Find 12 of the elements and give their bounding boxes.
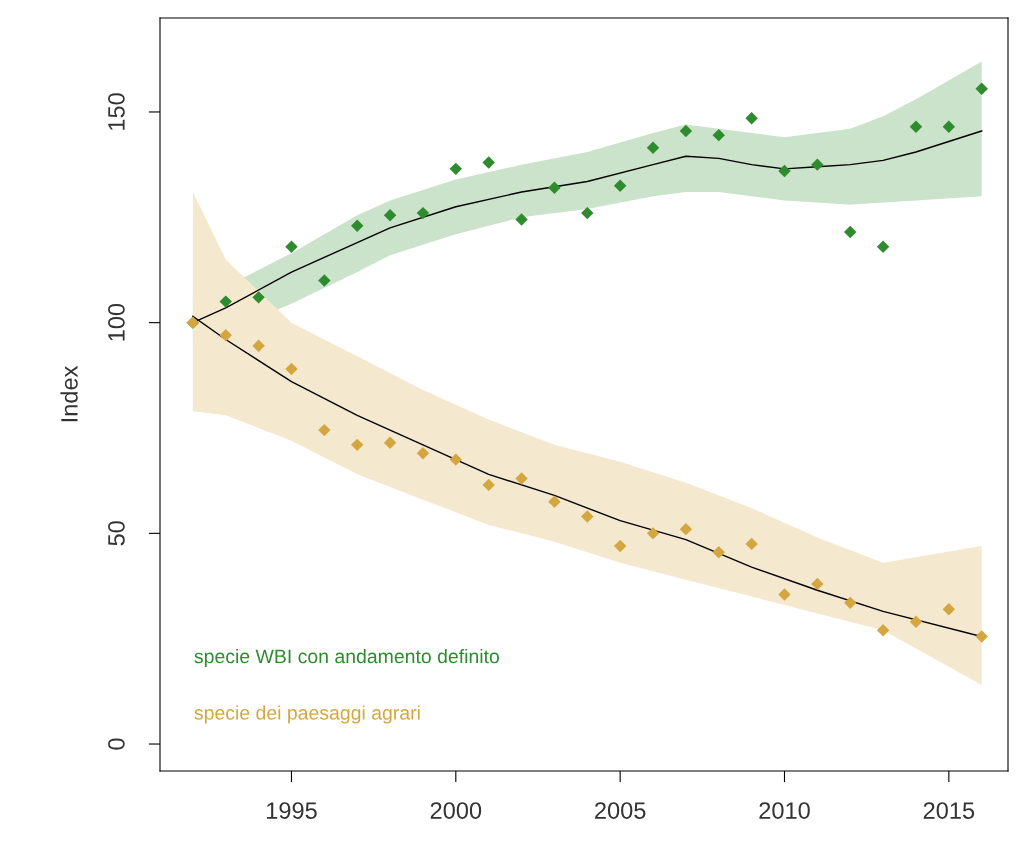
y-tick-label: 100 <box>108 303 125 341</box>
text: specie dei paesaggi agrari <box>194 705 420 724</box>
y-tick-label: 150 <box>108 93 125 130</box>
x-tick-label: 2000 <box>430 802 482 819</box>
x-tick-label: 1995 <box>267 802 317 819</box>
y-tick-label: 0 <box>108 738 125 750</box>
x-tick-label: 2005 <box>595 802 646 819</box>
y-tick-label: 50 <box>108 521 125 546</box>
x-tick-label: 2015 <box>923 802 975 819</box>
x-tick-label: 2010 <box>759 802 810 819</box>
y-axis-title: Index <box>60 365 78 422</box>
text: specie WBI con andamento definito <box>194 648 499 668</box>
